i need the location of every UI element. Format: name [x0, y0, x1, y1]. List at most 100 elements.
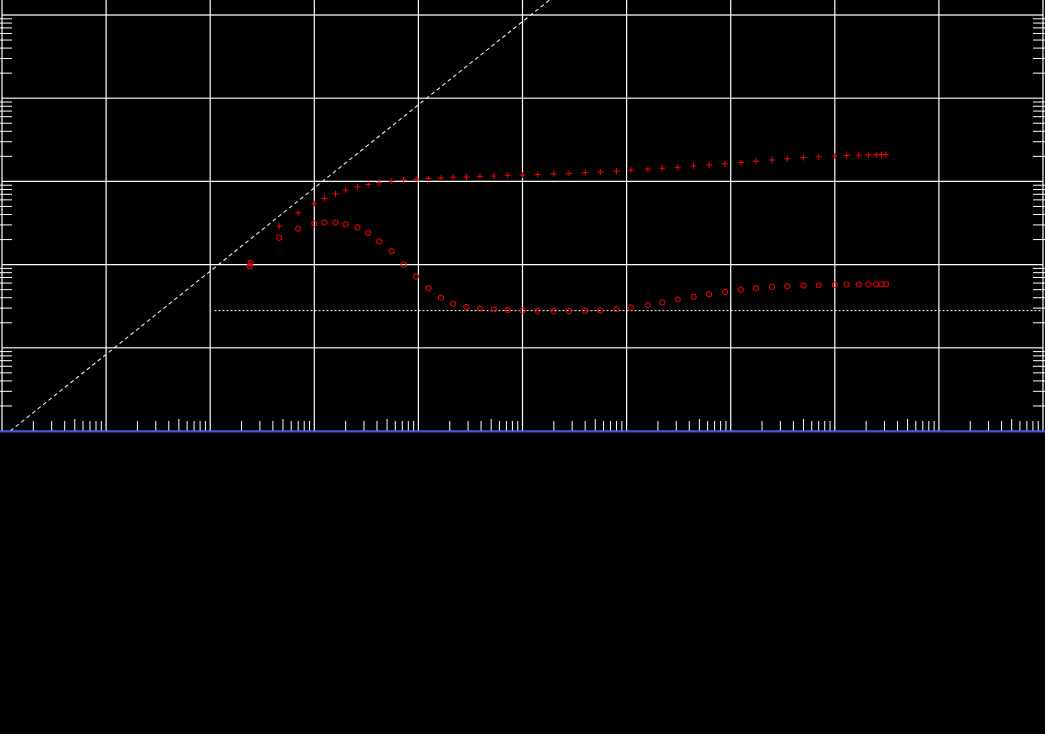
data-point-plus — [425, 175, 432, 182]
data-point-plus — [534, 171, 541, 178]
data-point-plus — [873, 151, 880, 158]
data-point-plus — [613, 168, 620, 175]
data-point-circle — [582, 307, 589, 314]
data-point-circle — [342, 221, 349, 228]
data-point-plus — [376, 179, 383, 186]
series-circle — [246, 219, 890, 315]
grid-layer — [1, 0, 1044, 432]
data-point-circle — [865, 281, 872, 288]
data-point-circle — [388, 248, 395, 255]
data-point-plus — [800, 154, 807, 161]
data-point-plus — [582, 169, 589, 176]
data-point-circle — [354, 224, 361, 231]
data-point-circle — [752, 285, 760, 292]
data-point-plus — [784, 155, 791, 162]
data-point-plus — [276, 223, 283, 230]
data-point-plus — [321, 195, 328, 202]
data-point-circle — [276, 234, 283, 241]
data-point-plus — [644, 166, 651, 173]
data-point-circle — [247, 259, 254, 266]
data-point-plus — [597, 168, 604, 175]
data-point-plus — [815, 153, 822, 160]
data-point-circle — [376, 238, 383, 245]
data-point-circle — [800, 282, 807, 289]
data-point-plus — [400, 176, 407, 183]
data-point-plus — [659, 165, 666, 172]
data-point-circle — [476, 305, 484, 312]
data-point-circle — [365, 229, 372, 237]
reference-lines — [9, 0, 1043, 432]
data-point-circle — [295, 225, 302, 232]
data-point-plus — [737, 159, 744, 166]
data-point-circle — [565, 307, 573, 315]
data-point-plus — [882, 151, 889, 158]
data-point-plus — [753, 158, 759, 165]
data-point-circle — [843, 281, 850, 288]
data-point-circle — [400, 261, 407, 268]
data-point-circle — [784, 283, 791, 290]
data-point-plus — [463, 173, 470, 180]
data-point-circle — [659, 299, 666, 306]
data-point-plus — [627, 167, 634, 174]
data-point-circle — [412, 273, 420, 280]
data-point-plus — [365, 181, 372, 188]
data-point-plus — [476, 173, 483, 180]
data-point-plus — [769, 156, 776, 163]
data-point-plus — [332, 190, 339, 197]
data-point-plus — [674, 164, 681, 171]
data-point-plus — [706, 161, 713, 168]
series-plus — [246, 151, 889, 268]
data-point-circle — [597, 307, 604, 314]
data-point-circle — [613, 306, 620, 313]
data-point-plus — [504, 172, 511, 179]
data-point-circle — [449, 300, 457, 307]
data-point-plus — [413, 176, 420, 183]
data-point-plus — [855, 152, 862, 159]
data-point-plus — [843, 152, 850, 159]
data-point-circle — [321, 219, 328, 226]
data-point-circle — [882, 281, 890, 288]
data-point-plus — [311, 200, 318, 207]
data-point-circle — [878, 281, 885, 288]
data-point-circle — [504, 306, 511, 314]
data-point-circle — [705, 291, 713, 298]
data-point-circle — [627, 304, 635, 311]
data-point-plus — [342, 186, 349, 193]
data-point-circle — [437, 294, 445, 301]
data-point-circle — [674, 296, 681, 303]
data-point-circle — [425, 285, 432, 292]
data-point-plus — [490, 173, 497, 180]
data-point-plus — [354, 183, 361, 190]
data-point-circle — [815, 282, 822, 289]
data-point-circle — [550, 307, 557, 315]
data-point-circle — [490, 306, 497, 313]
data-point-plus — [566, 170, 573, 177]
data-point-circle — [644, 302, 651, 309]
data-point-plus — [519, 172, 526, 179]
tick-layer — [0, 18, 1045, 431]
data-point-circle — [519, 307, 526, 314]
data-point-circle — [534, 307, 541, 314]
data-point-plus — [721, 160, 728, 167]
data-point-plus — [438, 174, 445, 181]
data-point-circle — [690, 293, 697, 300]
data-point-plus — [831, 152, 838, 159]
data-point-circle — [873, 281, 880, 288]
data-point-plus — [690, 163, 697, 170]
data-point-circle — [463, 303, 470, 311]
data-point-plus — [450, 174, 457, 181]
data-point-plus — [550, 170, 557, 177]
data-point-circle — [737, 286, 744, 293]
unit-slope-reference-line — [9, 0, 551, 432]
data-point-circle — [831, 281, 838, 289]
data-point-circle — [246, 263, 253, 270]
data-point-plus — [388, 178, 395, 185]
data-point-circle — [721, 288, 729, 295]
series-layer — [246, 151, 890, 315]
data-point-circle — [311, 220, 318, 227]
data-point-plus — [295, 209, 302, 216]
data-point-plus — [865, 151, 872, 158]
data-point-circle — [855, 281, 862, 288]
